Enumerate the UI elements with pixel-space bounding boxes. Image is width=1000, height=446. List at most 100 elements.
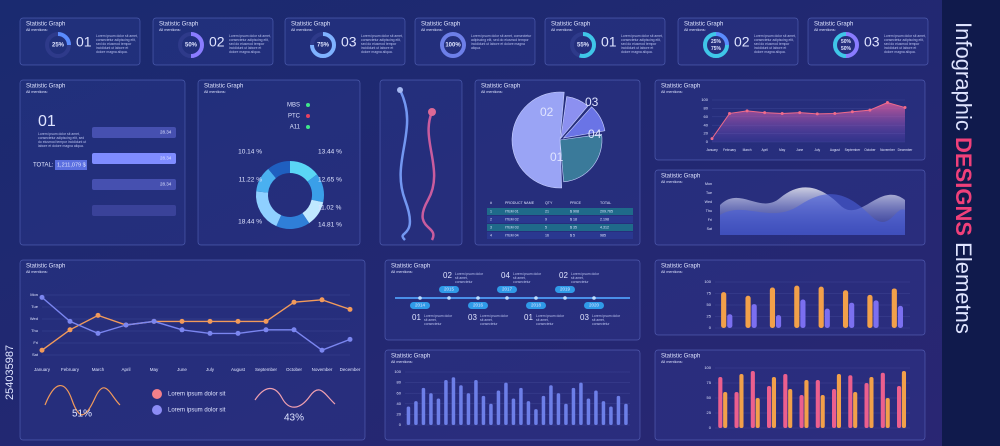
point [850, 110, 854, 114]
lorem-text: Lorem ipsum dolor sit amet, consectetur … [884, 34, 926, 54]
table-cell: $ 908 [570, 209, 579, 213]
y-tick-label: 50 [707, 302, 712, 307]
panel-subtitle: All mentions: [421, 28, 443, 32]
bar [775, 315, 782, 328]
x-tick-label: September [255, 367, 278, 372]
legend-label: MBS [287, 103, 300, 109]
y-tick-label: 0 [399, 422, 402, 427]
x-tick-label: July [206, 367, 215, 372]
panel-title: Statistic Graph [661, 264, 700, 270]
x-tick-label: January [34, 367, 51, 372]
panel [19, 259, 366, 441]
pie-label: 03 [585, 95, 599, 109]
panel-title: Statistic Graph [661, 84, 700, 90]
panel-title: Statistic Graph [481, 84, 520, 90]
bar [739, 374, 744, 428]
donut-label: 75% [317, 43, 330, 49]
panel-subtitle: All mentions: [551, 28, 573, 32]
x-tick-label: February [61, 367, 80, 372]
lorem-text: Lorem ipsum dolor sit amet, consectetur … [471, 34, 532, 50]
y-tick-label: 20 [704, 131, 709, 136]
bar [836, 374, 842, 428]
y-tick-label: Wed [30, 316, 38, 321]
donut-arc [190, 32, 204, 58]
y-tick-label: Mon [30, 292, 38, 297]
panel-subtitle: All mentions: [661, 270, 683, 274]
donut-label: 13.44 % [318, 149, 342, 156]
donut-arc [57, 32, 71, 46]
bar [609, 406, 613, 425]
table-cell: 2.198 [600, 217, 609, 221]
year-label: 2015 [444, 287, 455, 292]
lorem-box: Lorem ipsum dolor sit amet, consectetur … [455, 272, 483, 284]
legend-label: PTC [288, 114, 301, 120]
wave-dot [428, 108, 436, 116]
x-tick-label: November [880, 148, 896, 152]
bar [504, 382, 508, 425]
timeline-dot [476, 296, 480, 300]
bar [579, 382, 583, 425]
lorem-box: Lorem ipsum dolor sit amet, consectetur … [229, 34, 271, 54]
y-tick-label: Tue [31, 304, 39, 309]
timeline-dot [534, 296, 538, 300]
lorem-box: Lorem ipsum dolor sit amet, consectetur … [424, 314, 452, 326]
x-tick-label: May [150, 367, 159, 372]
legend-dot [306, 125, 310, 129]
pie-label: 04 [588, 127, 602, 141]
panel-subtitle: All mentions: [204, 90, 226, 94]
bar [511, 398, 516, 425]
list-bar [92, 153, 176, 164]
y-tick-label: Fri [708, 218, 712, 222]
bar [481, 395, 486, 425]
step-number: 01 [524, 313, 533, 322]
y-tick-label: Thu [31, 328, 38, 333]
table-row [487, 208, 633, 215]
x-tick-label: June [796, 148, 803, 152]
donut-segment [276, 212, 310, 229]
point [347, 306, 353, 312]
bar [459, 385, 463, 425]
lorem-box: Lorem ipsum dolor sit amet, consectetur … [513, 272, 541, 284]
list-bar-label: 28.34 [160, 182, 172, 187]
lorem-text: Lorem ipsum dolor sit amet, consectetur … [592, 314, 621, 326]
x-tick-label: September [845, 148, 862, 152]
point [833, 111, 837, 115]
bar [818, 286, 824, 328]
bar [414, 401, 418, 425]
panel-title: Statistic Graph [391, 354, 430, 360]
point [763, 111, 767, 115]
panel-subtitle: All mentions: [684, 28, 706, 32]
lorem-text: Lorem ipsum dolor sit amet, consectetur … [571, 272, 600, 284]
y-tick-label: 40 [704, 122, 709, 127]
y-tick-label: 80 [397, 380, 402, 385]
point [235, 330, 241, 336]
panel-subtitle: All mentions: [661, 360, 683, 364]
x-tick-label: July [814, 148, 820, 152]
point [39, 347, 45, 353]
donut-label: 18.44 % [238, 219, 262, 226]
bar [897, 305, 903, 328]
panel-subtitle: All mentions: [26, 90, 48, 94]
x-tick-label: August [231, 367, 246, 372]
year-pill [439, 286, 459, 293]
side-strip [942, 0, 1000, 446]
point [151, 318, 157, 324]
donut-segment [307, 174, 324, 203]
bar [849, 302, 855, 328]
point [319, 297, 325, 303]
donut-label: 50% [841, 46, 852, 52]
donut-label: 50% [841, 39, 852, 45]
table-header: PRODUCT NAME [505, 201, 535, 205]
list-bar [92, 205, 176, 216]
donut-label: 75% [711, 46, 722, 52]
bar [723, 392, 728, 428]
bar [564, 403, 568, 425]
point [291, 299, 297, 305]
point [39, 294, 45, 300]
bar [853, 392, 858, 428]
bar [444, 379, 448, 425]
kpi-number: 02 [734, 34, 750, 50]
year-pill [526, 302, 546, 309]
bar [466, 393, 471, 425]
bar [842, 290, 849, 328]
